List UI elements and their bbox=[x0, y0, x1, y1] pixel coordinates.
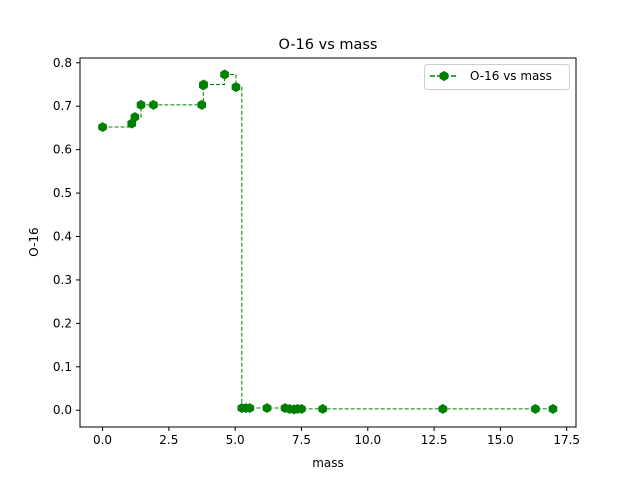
y-tick-label: 0.7 bbox=[53, 99, 72, 113]
data-point-marker bbox=[231, 82, 241, 93]
y-tick-label: 0.2 bbox=[53, 316, 72, 330]
data-point-marker bbox=[220, 69, 229, 80]
data-point-marker bbox=[548, 403, 558, 414]
legend-box bbox=[424, 64, 570, 90]
y-tick-label: 0.8 bbox=[53, 56, 72, 70]
data-point-marker bbox=[98, 122, 107, 133]
x-tick-label: 12.5 bbox=[421, 433, 448, 447]
data-point-marker bbox=[531, 403, 540, 414]
x-tick-label: 5.0 bbox=[226, 433, 245, 447]
x-axis-ticks: 0.0 2.5 5.0 7.5 10.0 12.5 15.0 17.5 bbox=[93, 427, 580, 447]
data-point-marker bbox=[262, 403, 272, 414]
chart-title: O-16 vs mass bbox=[279, 37, 378, 53]
x-tick-label: 17.5 bbox=[553, 433, 580, 447]
data-point-marker bbox=[130, 112, 140, 123]
plot-frame bbox=[79, 57, 577, 428]
legend-label: O-16 vs mass bbox=[470, 69, 552, 83]
data-point-marker bbox=[149, 99, 158, 110]
y-axis-ticks: 0.0 0.1 0.2 0.3 0.4 0.5 0.6 0.7 0.8 bbox=[53, 56, 80, 417]
x-axis-label: mass bbox=[312, 456, 344, 470]
plot-series bbox=[98, 69, 558, 415]
x-tick-label: 0.0 bbox=[93, 433, 112, 447]
y-tick-label: 0.1 bbox=[53, 360, 72, 374]
x-tick-label: 7.5 bbox=[292, 433, 311, 447]
data-point-marker bbox=[438, 403, 448, 414]
legend-marker-swatch bbox=[439, 70, 449, 82]
y-axis-label: O-16 bbox=[27, 227, 41, 256]
data-point-marker bbox=[318, 403, 328, 414]
data-point-marker bbox=[136, 99, 146, 110]
legend: O-16 vs mass bbox=[424, 64, 570, 90]
y-tick-label: 0.3 bbox=[53, 273, 72, 287]
x-tick-label: 15.0 bbox=[487, 433, 514, 447]
data-point-marker bbox=[197, 99, 207, 110]
y-tick-label: 0.0 bbox=[53, 403, 72, 417]
x-tick-label: 10.0 bbox=[354, 433, 381, 447]
data-point-marker bbox=[297, 403, 306, 414]
y-tick-label: 0.4 bbox=[53, 230, 72, 244]
data-point-marker bbox=[199, 79, 208, 90]
y-tick-label: 0.5 bbox=[53, 186, 72, 200]
x-tick-label: 2.5 bbox=[159, 433, 178, 447]
data-point-marker bbox=[245, 403, 255, 414]
y-tick-label: 0.6 bbox=[53, 143, 72, 157]
